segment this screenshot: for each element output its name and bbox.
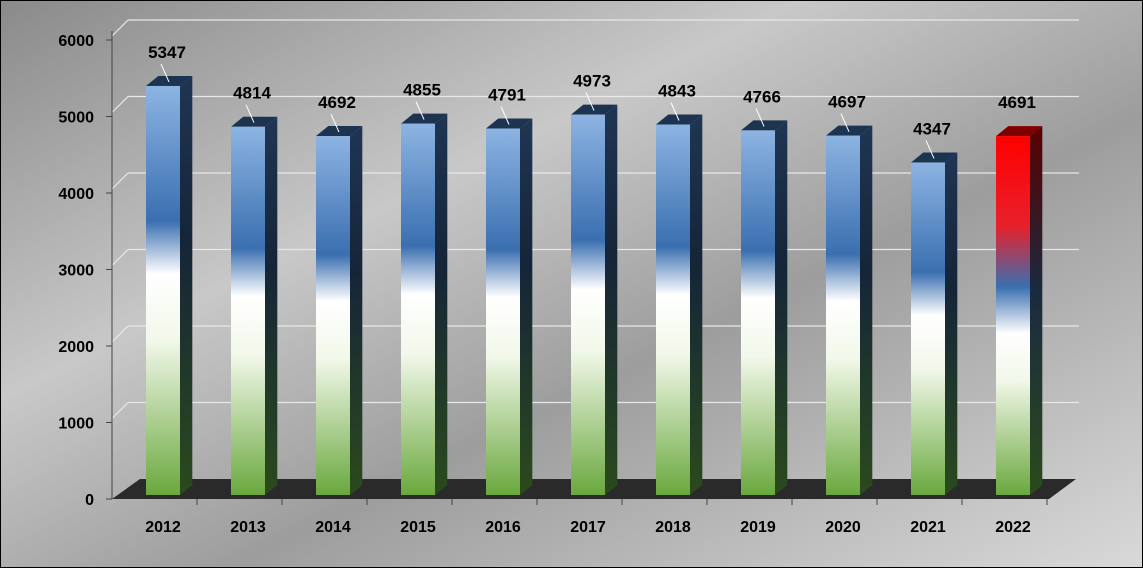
y-tick-label: 0 — [85, 492, 94, 509]
data-labels: 5347 4814 4692 4855 4791 4973 4843 4766 4697 4347… — [148, 43, 1036, 159]
bar-side — [1030, 126, 1043, 496]
bar-side — [860, 125, 873, 495]
bar-2018 — [656, 114, 703, 495]
data-label: 4691 — [998, 93, 1036, 112]
bar-side — [350, 126, 363, 495]
bar-top — [741, 120, 788, 131]
data-label: 4814 — [233, 84, 271, 103]
bar-2019 — [741, 120, 788, 495]
bar-top — [486, 118, 533, 129]
bar-front — [741, 130, 775, 495]
bar-top — [996, 126, 1043, 137]
y-axis: 0 1000 2000 3000 4000 5000 6000 — [58, 31, 113, 509]
x-tick-label: 2016 — [485, 519, 521, 536]
bar-side — [435, 113, 448, 495]
x-tick-label: 2015 — [400, 519, 436, 536]
data-label-leader — [330, 113, 340, 133]
x-tick-label: 2020 — [825, 519, 861, 536]
bar-top — [571, 104, 618, 115]
x-tick-label: 2012 — [145, 519, 181, 536]
bar-top — [656, 114, 703, 125]
x-tick-label: 2021 — [910, 519, 946, 536]
x-tick-label: 2022 — [995, 519, 1031, 536]
y-tick-label: 4000 — [58, 186, 94, 203]
gridline-depth — [111, 172, 129, 190]
y-tick-label: 3000 — [58, 263, 94, 280]
data-label-leader — [670, 102, 680, 121]
gridline-depth — [111, 325, 129, 343]
bar-2014 — [316, 126, 363, 495]
bar-2017 — [571, 104, 618, 496]
data-label: 5347 — [148, 43, 186, 62]
bar-2013 — [231, 116, 278, 495]
bar-top — [911, 152, 958, 163]
bar-front — [656, 124, 690, 495]
data-label: 4692 — [318, 93, 356, 112]
bar-front — [911, 162, 945, 495]
x-tick-label: 2013 — [230, 519, 266, 536]
data-label: 4766 — [743, 87, 781, 106]
x-tick-label: 2018 — [655, 519, 691, 536]
gridline-depth — [111, 19, 129, 37]
gridline-depth — [111, 402, 129, 419]
data-label-leader — [500, 106, 510, 125]
bar-2020 — [826, 125, 873, 495]
bar-front — [826, 135, 860, 495]
data-label-leader — [755, 108, 765, 127]
x-tick-label: 2014 — [315, 519, 351, 536]
bar-front — [571, 114, 605, 496]
data-label-leader — [245, 104, 255, 123]
bar-side — [265, 116, 278, 495]
bar-side — [690, 114, 703, 495]
bar-side — [945, 152, 958, 495]
bar-top — [316, 126, 363, 137]
data-label: 4843 — [658, 82, 696, 101]
bar-front — [996, 136, 1030, 496]
data-label: 4855 — [403, 81, 441, 100]
y-tick-label: 6000 — [58, 33, 94, 50]
bar-side — [180, 75, 193, 495]
bar-front — [316, 136, 350, 495]
bar-side — [520, 118, 533, 496]
bar-2015 — [401, 113, 448, 495]
bar-front — [401, 123, 435, 495]
x-tick-label: 2017 — [570, 519, 606, 536]
bar-top — [231, 116, 278, 127]
bar-2021 — [911, 152, 958, 495]
data-label: 4697 — [828, 93, 866, 112]
data-label-leader — [415, 101, 425, 120]
gridline-depth — [111, 249, 129, 266]
data-label: 4791 — [488, 85, 526, 104]
data-label-leader — [840, 113, 850, 132]
bar-top — [146, 75, 193, 86]
y-tick-label: 1000 — [58, 416, 94, 433]
bar-front — [146, 85, 180, 495]
bar-front — [231, 126, 265, 495]
y-tick-label: 5000 — [58, 110, 94, 127]
data-label-leader — [925, 140, 935, 159]
y-tick-label: 2000 — [58, 339, 94, 356]
bar-top — [826, 125, 873, 136]
bar-top — [401, 113, 448, 124]
bar-front — [486, 128, 520, 495]
data-label: 4973 — [573, 72, 611, 91]
gridline-depth — [111, 96, 129, 113]
data-label: 4347 — [913, 119, 951, 138]
data-label-leader — [160, 63, 170, 83]
x-axis: 2012 2013 2014 2015 2016 2017 2018 2019 2020 2021… — [145, 499, 1048, 536]
x-tick-label: 2019 — [740, 519, 776, 536]
data-label-leader — [585, 92, 595, 111]
bar-side — [775, 120, 788, 495]
bar-side — [605, 104, 618, 496]
bar-2022 — [996, 126, 1043, 496]
bar-2016 — [486, 118, 533, 496]
bar-2012 — [146, 75, 193, 495]
bars — [146, 75, 1043, 496]
